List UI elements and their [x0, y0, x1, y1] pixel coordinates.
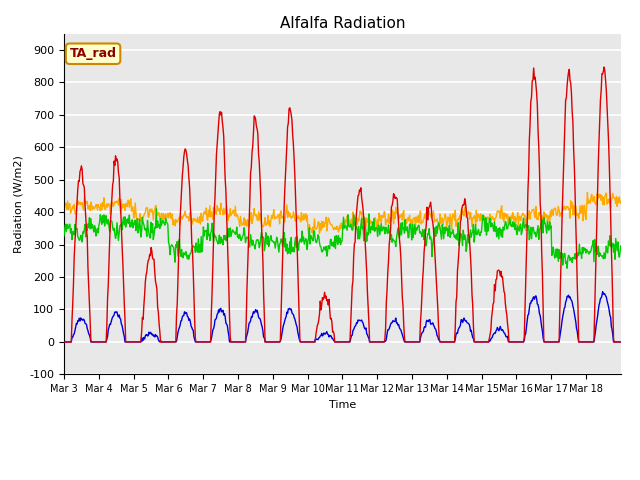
- SWout: [276, 338, 284, 344]
- LWin: [432, 233, 440, 239]
- Title: Alfalfa Radiation: Alfalfa Radiation: [280, 16, 405, 31]
- Line: SWin: SWin: [64, 67, 621, 342]
- LWout: [584, 190, 591, 195]
- Line: SWout: SWout: [64, 292, 621, 342]
- SWin: [228, 339, 236, 345]
- LWout: [125, 204, 133, 210]
- LWout: [401, 223, 408, 228]
- SWout: [255, 315, 263, 321]
- LWout: [432, 217, 440, 223]
- SWout: [599, 289, 607, 295]
- LWin: [617, 243, 625, 249]
- SWin: [276, 338, 284, 344]
- LWin: [125, 212, 133, 218]
- LWin: [256, 242, 264, 248]
- SWout: [400, 336, 408, 342]
- LWout: [276, 210, 284, 216]
- SWin: [431, 252, 439, 258]
- X-axis label: Time: Time: [329, 400, 356, 409]
- LWin: [563, 265, 571, 271]
- LWout: [228, 210, 236, 216]
- LWout: [305, 233, 312, 239]
- SWout: [60, 339, 68, 345]
- SWout: [431, 325, 439, 331]
- LWin: [60, 233, 68, 239]
- LWin: [152, 206, 160, 212]
- LWin: [401, 230, 408, 236]
- SWin: [255, 160, 263, 166]
- SWin: [60, 339, 68, 345]
- SWin: [617, 339, 625, 345]
- SWout: [617, 339, 625, 345]
- SWin: [400, 322, 408, 328]
- LWout: [60, 206, 68, 212]
- Line: LWout: LWout: [64, 192, 621, 236]
- Line: LWin: LWin: [64, 209, 621, 268]
- Y-axis label: Radiation (W/m2): Radiation (W/m2): [13, 155, 24, 253]
- LWin: [277, 236, 285, 242]
- LWout: [255, 217, 263, 223]
- SWout: [228, 339, 236, 345]
- SWin: [600, 64, 608, 70]
- LWin: [228, 227, 236, 233]
- Text: TA_rad: TA_rad: [70, 47, 116, 60]
- LWout: [617, 201, 625, 206]
- SWin: [125, 339, 133, 345]
- SWout: [125, 339, 133, 345]
- Legend: SWin, SWout, LWin, LWout: SWin, SWout, LWin, LWout: [157, 476, 527, 480]
